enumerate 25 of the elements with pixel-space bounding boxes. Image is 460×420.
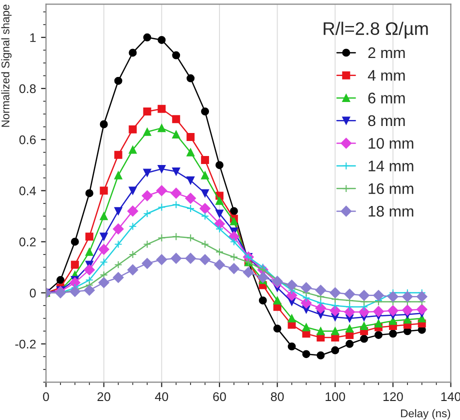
legend-label: 16 mm [368,183,414,194]
y-tick-label: 0.6 [19,135,36,144]
legend-label: 14 mm [368,160,414,172]
x-tick-label: 60 [213,392,226,402]
legend-label: 8 mm [368,115,405,126]
y-tick-label: 1 [30,33,36,42]
x-tick-label: 80 [270,392,284,402]
x-tick-label: 40 [154,392,168,402]
y-tick-label: 0.4 [19,186,36,196]
y-tick-label: 0.2 [19,238,36,246]
x-tick-label: 0 [43,392,49,402]
legend-label: 18 mm [368,206,414,217]
legend-label: 4 mm [368,70,405,81]
y-axis-title: Normalized Signal shape [1,4,12,127]
x-tick-label: 100 [326,392,346,402]
legend-label: 2 mm [368,47,405,58]
x-tick-label: 20 [98,392,110,402]
y-tick-label: 0 [30,288,36,298]
y-tick-label: 0.8 [19,84,36,94]
y-tick-label: -0.2 [15,340,36,349]
x-axis-title: Delay (ns) [401,409,450,420]
legend-label: 6 mm [368,92,405,104]
x-tick-label: 120 [384,392,403,402]
legend-label: 10 mm [368,138,414,149]
legend-title: R/l=2.8 Ω/µm [324,22,428,39]
